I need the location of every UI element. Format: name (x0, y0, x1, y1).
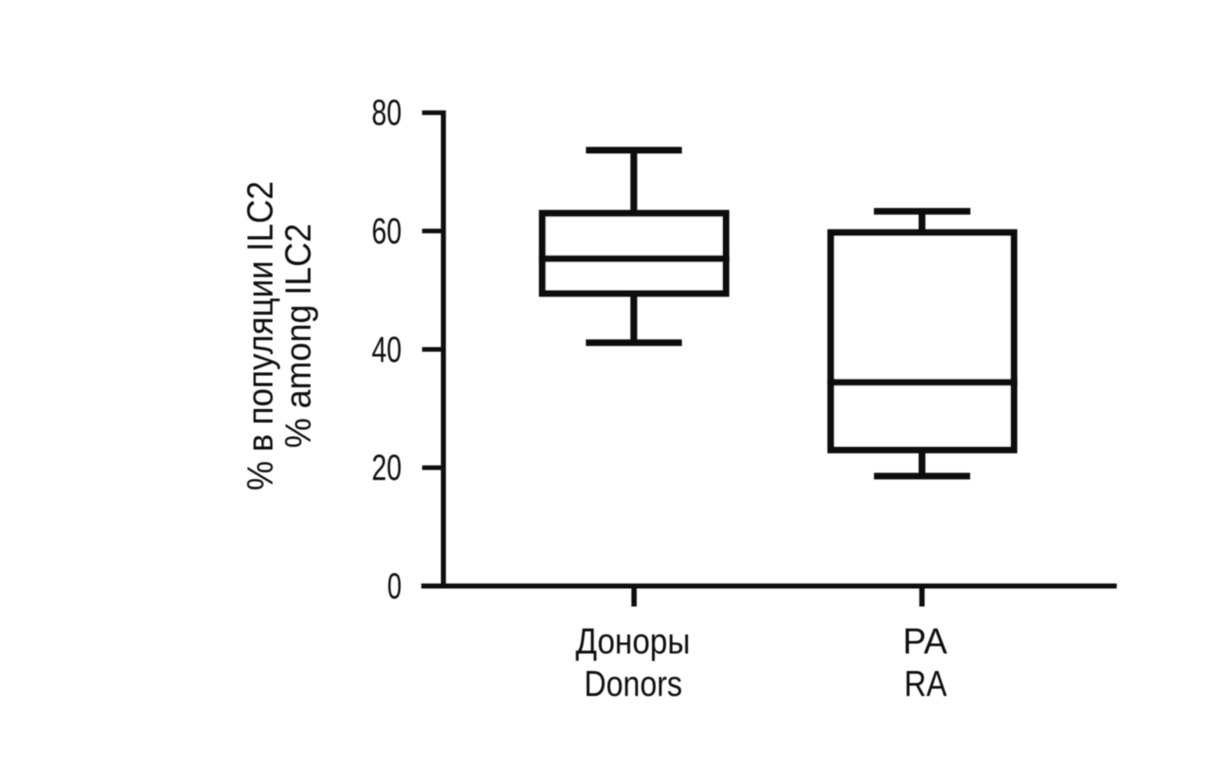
svg-text:Доноры: Доноры (576, 620, 691, 661)
svg-text:80: 80 (372, 92, 402, 133)
svg-text:Donors: Donors (584, 663, 682, 704)
svg-text:40: 40 (372, 329, 402, 370)
svg-text:РА: РА (903, 620, 948, 661)
svg-text:0: 0 (387, 565, 401, 606)
svg-text:% в популяции ILC2: % в популяции ILC2 (240, 181, 281, 491)
svg-text:60: 60 (372, 210, 402, 251)
svg-text:% among ILC2: % among ILC2 (278, 223, 319, 448)
svg-text:RA: RA (904, 663, 947, 704)
svg-text:20: 20 (372, 447, 402, 488)
